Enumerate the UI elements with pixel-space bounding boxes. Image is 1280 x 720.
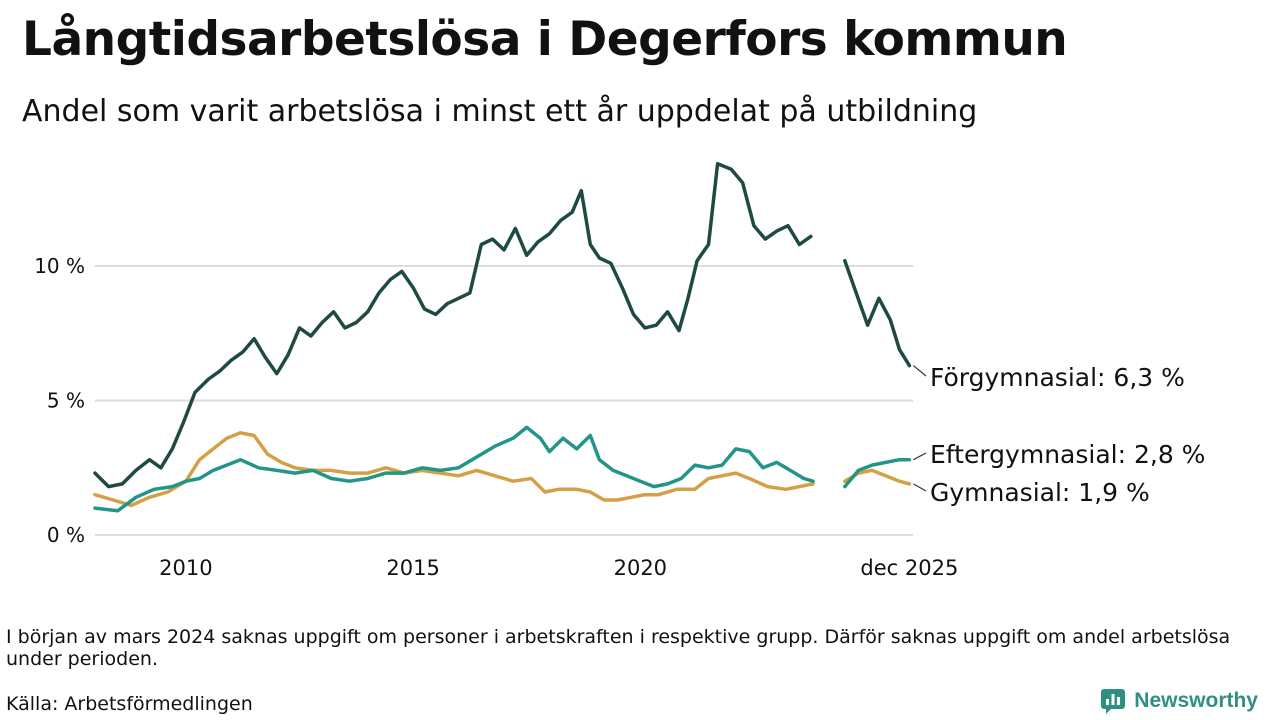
page-subtitle: Andel som varit arbetslösa i minst ett å… bbox=[22, 94, 978, 129]
brand: Newsworthy bbox=[1100, 688, 1258, 714]
label-connector bbox=[913, 483, 927, 492]
page-title: Långtidsarbetslösa i Degerfors kommun bbox=[22, 12, 1068, 67]
series-end-labels: Förgymnasial: 6,3 % Eftergymnasial: 2,8 %… bbox=[912, 363, 1205, 507]
series-end-label: Gymnasial: 1,9 % bbox=[930, 478, 1150, 507]
line-chart: 0 % 5 % 10 % 2010 2015 2020 dec 2025 Förgymna… bbox=[34, 162, 1205, 580]
y-axis: 0 % 5 % 10 % bbox=[34, 254, 85, 547]
y-tick-label: 0 % bbox=[47, 523, 85, 547]
series-end-label: Förgymnasial: 6,3 % bbox=[930, 363, 1185, 392]
x-tick-label: 2020 bbox=[614, 556, 667, 580]
series-lines bbox=[93, 162, 912, 513]
series-line-eftergymnasial bbox=[93, 425, 912, 513]
x-tick-label: dec 2025 bbox=[860, 556, 958, 580]
x-tick-label: 2010 bbox=[159, 556, 212, 580]
y-tick-label: 10 % bbox=[34, 254, 85, 278]
y-tick-label: 5 % bbox=[47, 389, 85, 413]
x-axis: 2010 2015 2020 dec 2025 bbox=[159, 556, 958, 580]
x-tick-label: 2015 bbox=[386, 556, 439, 580]
label-connector bbox=[913, 452, 927, 461]
series-end-label: Eftergymnasial: 2,8 % bbox=[930, 440, 1205, 469]
footnote: I början av mars 2024 saknas uppgift om … bbox=[6, 626, 1231, 670]
brand-name: Newsworthy bbox=[1134, 689, 1258, 712]
series-line-förgymnasial bbox=[93, 162, 912, 489]
source-credit: Källa: Arbetsförmedlingen bbox=[6, 693, 253, 715]
label-connector bbox=[912, 365, 927, 377]
gridlines bbox=[95, 265, 913, 536]
newsworthy-logo-icon bbox=[1101, 689, 1126, 714]
